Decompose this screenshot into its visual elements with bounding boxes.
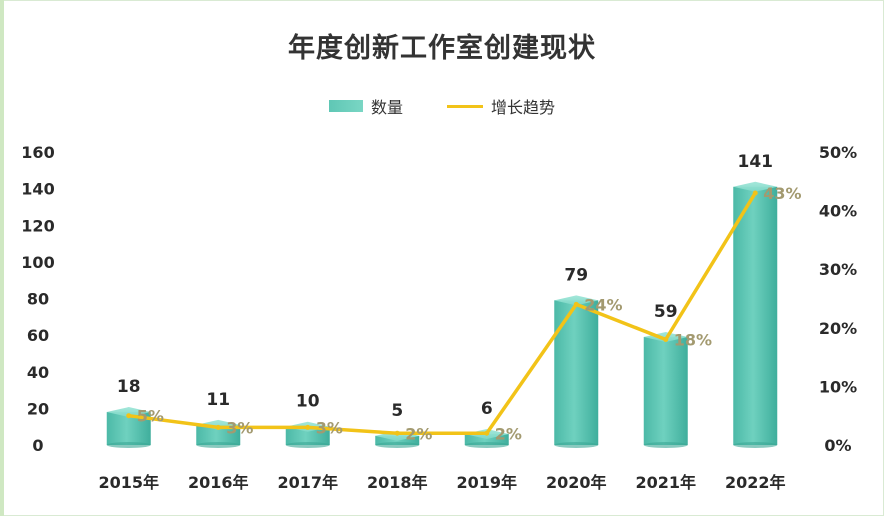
x-category-label: 2020年: [546, 473, 607, 492]
x-category-label: 2015年: [98, 473, 159, 492]
x-category-label: 2018年: [367, 473, 428, 492]
trend-point: [573, 301, 579, 307]
bar-base: [643, 442, 688, 448]
bar-base: [733, 442, 778, 448]
y-left-tick-label: 20: [27, 399, 49, 418]
trend-point: [752, 190, 758, 196]
trend-line: [127, 191, 757, 436]
bar-value-label: 141: [738, 152, 774, 172]
bar-top: [733, 181, 778, 192]
trend-point: [305, 424, 311, 430]
bar-top: [554, 295, 599, 306]
legend-bar-label: 数量: [370, 98, 403, 117]
trend-value-label: 18%: [674, 331, 712, 350]
trend-point: [394, 430, 400, 436]
trend-value-label: 43%: [763, 184, 801, 203]
trend-point: [215, 424, 221, 430]
legend-line-swatch: [447, 104, 483, 108]
chart-title: 年度创新工作室创建现状: [288, 33, 596, 64]
bar: [554, 300, 599, 445]
bar-base: [554, 442, 599, 448]
trend-point: [484, 430, 490, 436]
bar: [643, 336, 688, 445]
y-right-tick-label: 50%: [819, 143, 857, 162]
bar-value-label: 10: [296, 392, 320, 412]
y-left-tick-label: 80: [27, 290, 49, 309]
y-left-tick-label: 140: [21, 180, 54, 199]
bar-base: [375, 442, 420, 448]
bar-value-label: 59: [654, 302, 678, 322]
bar: [285, 426, 330, 445]
legend-bar-swatch: [328, 100, 363, 112]
bar-value-label: 6: [481, 399, 493, 419]
bar: [464, 434, 509, 445]
bar-value-label: 18: [117, 377, 141, 397]
x-category-label: 2019年: [456, 473, 517, 492]
trend-point: [126, 413, 132, 419]
bar-value-label: 79: [564, 265, 588, 285]
bar-top: [106, 407, 151, 418]
bar-base: [106, 442, 151, 448]
y-right-tick-label: 30%: [819, 260, 857, 279]
bar: [196, 424, 241, 445]
chart-legend: 数量 增长趋势: [0, 94, 884, 118]
x-category-label: 2022年: [725, 473, 786, 492]
y-left-tick-label: 160: [21, 143, 54, 162]
trend-value-label: 24%: [584, 295, 622, 314]
trend-value-label: 3%: [316, 418, 343, 437]
y-left-tick-label: 60: [27, 326, 49, 345]
bar-base: [285, 442, 330, 448]
y-right-tick-label: 10%: [819, 377, 857, 396]
trend-value-label: 3%: [226, 418, 253, 437]
trend-value-label: 5%: [137, 407, 164, 426]
x-category-label: 2016年: [188, 473, 249, 492]
y-left-tick-label: 0: [32, 436, 43, 455]
bar-value-label: 5: [391, 401, 403, 421]
legend-item-bar: 数量: [328, 94, 403, 118]
y-left-tick-label: 40: [27, 363, 49, 382]
bar-base: [464, 442, 509, 448]
y-right-tick-label: 20%: [819, 319, 857, 338]
left-accent-bar: [0, 0, 4, 516]
legend-line-label: 增长趋势: [491, 98, 556, 117]
y-right-tick-label: 0%: [824, 436, 851, 455]
bar: [733, 186, 778, 445]
bar-value-label: 11: [206, 390, 230, 410]
trend-value-label: 2%: [495, 424, 522, 443]
y-right-tick-label: 40%: [819, 202, 857, 221]
legend-item-line: 增长趋势: [447, 94, 555, 118]
x-category-label: 2017年: [277, 473, 338, 492]
bar-base: [196, 442, 241, 448]
trend-value-label: 2%: [405, 424, 432, 443]
trend-point: [663, 337, 669, 343]
y-left-tick-label: 120: [21, 216, 54, 235]
y-left-tick-label: 100: [21, 253, 54, 272]
x-category-label: 2021年: [635, 473, 696, 492]
